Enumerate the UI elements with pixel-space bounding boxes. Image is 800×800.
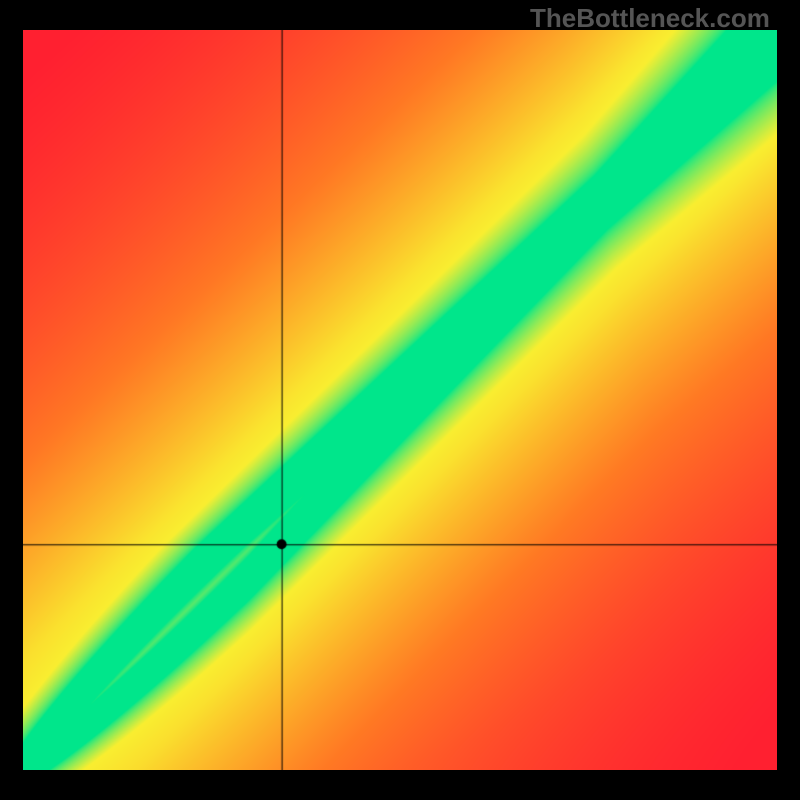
border-bottom [0, 770, 800, 800]
border-right [777, 0, 800, 800]
heatmap-canvas [23, 30, 777, 770]
border-left [0, 0, 23, 800]
watermark-text: TheBottleneck.com [530, 3, 770, 34]
chart-container: TheBottleneck.com [0, 0, 800, 800]
